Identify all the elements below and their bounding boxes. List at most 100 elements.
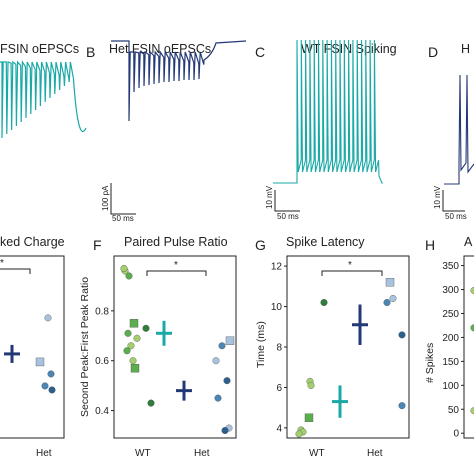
panel-g-ytick-label: 4	[276, 423, 282, 434]
panel-g-ylabel: Time (ms)	[255, 321, 267, 368]
panel-f-point-wt	[125, 272, 133, 280]
panel-g-point-het	[398, 402, 406, 410]
panel-d-scalebar-x: 50 ms	[445, 212, 467, 221]
panel-f-point-wt	[147, 399, 155, 407]
panel-f-xtick-het: Het	[194, 448, 210, 459]
panel-d-trace	[444, 74, 474, 185]
panel-f-point-wt	[127, 342, 135, 350]
panel-c: C WT FSIN Spiking 10 mV 50 ms	[255, 39, 397, 221]
panel-h-marks	[470, 286, 474, 415]
panel-g-sig-bracket	[321, 270, 383, 276]
panel-a: FSIN oEPSCs	[0, 42, 87, 139]
panel-e-sig-bracket	[0, 268, 31, 274]
panel-g-ytick-label: 12	[271, 262, 283, 273]
panel-f-point-het	[223, 377, 231, 385]
panel-h-point-wt	[470, 407, 474, 415]
panel-g-sig-star: *	[348, 260, 352, 271]
panel-f-point-het	[218, 342, 226, 350]
panel-h-point-wt	[470, 324, 474, 332]
panel-c-letter: C	[255, 44, 265, 60]
panel-g: G Spike Latency Time (ms) 4 6 8 10 12 WT Het…	[255, 235, 410, 459]
panel-h-point-wt	[470, 286, 474, 294]
panel-g-point-wt	[304, 413, 314, 422]
panel-h-title: A	[464, 235, 473, 249]
panel-e-point-het	[35, 357, 45, 367]
panel-f-sig-star: *	[174, 260, 178, 271]
panel-b: B Het FSIN oEPSCs 100 pA 50 ms	[86, 40, 247, 223]
panel-h-ylabel: # Spikes	[424, 343, 436, 383]
panel-b-scalebar-y: 100 pA	[101, 185, 110, 211]
panel-f-ytick-label: 0.8	[95, 306, 109, 317]
panel-b-scalebar	[110, 183, 136, 215]
panel-h-frame	[463, 255, 474, 439]
panel-f-point-wt	[133, 334, 141, 342]
panel-e-title: ked Charge	[0, 235, 65, 249]
panel-f-point-wt	[124, 329, 132, 337]
panel-f-title: Paired Pulse Ratio	[124, 235, 228, 249]
panel-f-point-wt	[142, 324, 150, 332]
panel-f-ylabel: Second Peak:First Peak Ratio	[79, 277, 91, 417]
panel-b-trace	[111, 40, 247, 122]
panel-f-point-wt	[130, 363, 140, 373]
panel-d-letter: D	[428, 44, 438, 60]
panel-h-ytick-label: 100	[442, 381, 459, 392]
panel-f-ytick-label: 0.6	[95, 356, 109, 367]
panel-a-trace	[0, 60, 87, 139]
panel-e-point-het	[47, 370, 55, 378]
panel-g-ytick-label: 10	[271, 302, 283, 313]
panel-e-sig-star: *	[0, 258, 4, 269]
panel-f-point-het	[225, 336, 235, 345]
panel-g-yticks: 4 6 8 10 12	[271, 262, 287, 434]
panel-h-yticks: 0 50 100 150 200 250 300 350	[442, 261, 464, 440]
panel-g-point-het	[385, 278, 395, 287]
panel-f-marks	[120, 264, 235, 435]
panel-e: ked Charge * Het	[0, 235, 65, 459]
panel-f-xtick-wt: WT	[135, 448, 151, 459]
panel-f: F Paired Pulse Ratio Second Peak:First P…	[79, 235, 237, 459]
panel-g-point-het	[398, 331, 406, 339]
panel-g-marks	[295, 278, 406, 438]
panel-h-letter: H	[425, 237, 435, 253]
panel-f-ytick-label: 0.4	[95, 406, 109, 417]
panel-e-xtick-het: Het	[36, 448, 52, 459]
panel-d-title: H	[461, 42, 470, 56]
panel-e-marks	[4, 314, 56, 394]
panel-g-point-het	[383, 299, 391, 307]
panel-f-point-het	[214, 394, 222, 402]
panel-g-xtick-het: Het	[367, 448, 383, 459]
panel-c-scalebar	[274, 190, 300, 212]
panel-g-point-het	[389, 294, 397, 302]
panel-b-letter: B	[86, 44, 95, 60]
panel-f-yticks: 0.4 0.6 0.8	[95, 306, 114, 417]
panel-f-sig-bracket	[146, 270, 207, 276]
panel-f-point-het	[212, 357, 220, 365]
panel-e-frame	[0, 255, 65, 439]
panel-h-ytick-label: 250	[442, 309, 459, 320]
panel-h-ytick-label: 200	[442, 333, 459, 344]
panel-g-point-wt	[320, 299, 328, 307]
panel-h: H A # Spikes 0 50 100 150 200 250 300 350	[424, 235, 474, 440]
panel-h-ytick-label: 350	[442, 261, 459, 272]
panel-f-point-wt	[129, 357, 137, 365]
panel-g-ytick-label: 8	[276, 343, 282, 354]
panel-c-scalebar-x: 50 ms	[277, 212, 299, 221]
panel-h-ytick-label: 0	[453, 429, 459, 440]
panel-g-point-wt	[295, 430, 303, 438]
panel-g-ytick-label: 6	[276, 383, 282, 394]
panel-d: D H 10 mV 50 ms	[428, 42, 474, 221]
panel-b-scalebar-x: 50 ms	[112, 214, 134, 223]
panel-g-xtick-wt: WT	[309, 448, 325, 459]
panel-e-point-het	[41, 382, 49, 390]
panel-c-trace	[273, 39, 383, 184]
panel-f-letter: F	[93, 237, 102, 253]
panel-g-point-wt	[307, 381, 315, 389]
panel-g-letter: G	[255, 237, 266, 253]
panel-f-point-wt	[123, 347, 131, 355]
panel-a-title: FSIN oEPSCs	[0, 42, 79, 56]
panel-f-point-wt	[120, 264, 128, 272]
panel-f-point-het	[221, 427, 229, 435]
panel-e-point-het	[44, 314, 52, 322]
panel-h-ytick-label: 300	[442, 285, 459, 296]
panel-d-scalebar	[442, 190, 465, 212]
